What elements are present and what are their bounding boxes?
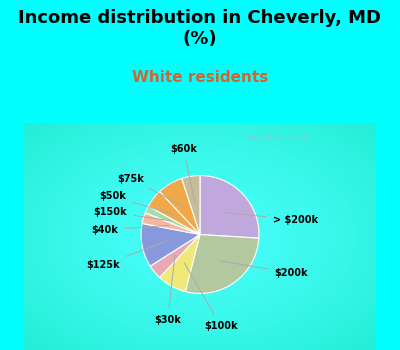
Wedge shape [145,206,200,234]
Text: $40k: $40k [91,225,169,235]
Text: $125k: $125k [86,240,168,270]
Text: $200k: $200k [219,261,308,278]
Text: $75k: $75k [117,174,184,206]
Wedge shape [185,234,259,293]
Wedge shape [160,234,200,292]
Text: $60k: $60k [170,144,197,203]
Wedge shape [200,176,259,238]
Text: Income distribution in Cheverly, MD
(%): Income distribution in Cheverly, MD (%) [18,9,382,48]
Wedge shape [148,191,200,234]
Text: > $200k: > $200k [224,212,318,225]
Text: $30k: $30k [154,255,181,325]
Text: White residents: White residents [132,70,268,85]
Text: $50k: $50k [99,191,174,215]
Text: City-Data.com: City-Data.com [242,133,309,142]
Wedge shape [182,176,200,234]
Wedge shape [141,223,200,266]
Text: $100k: $100k [184,263,238,331]
Wedge shape [142,213,200,234]
Text: $150k: $150k [94,207,171,221]
Wedge shape [150,234,200,278]
Wedge shape [160,178,200,234]
